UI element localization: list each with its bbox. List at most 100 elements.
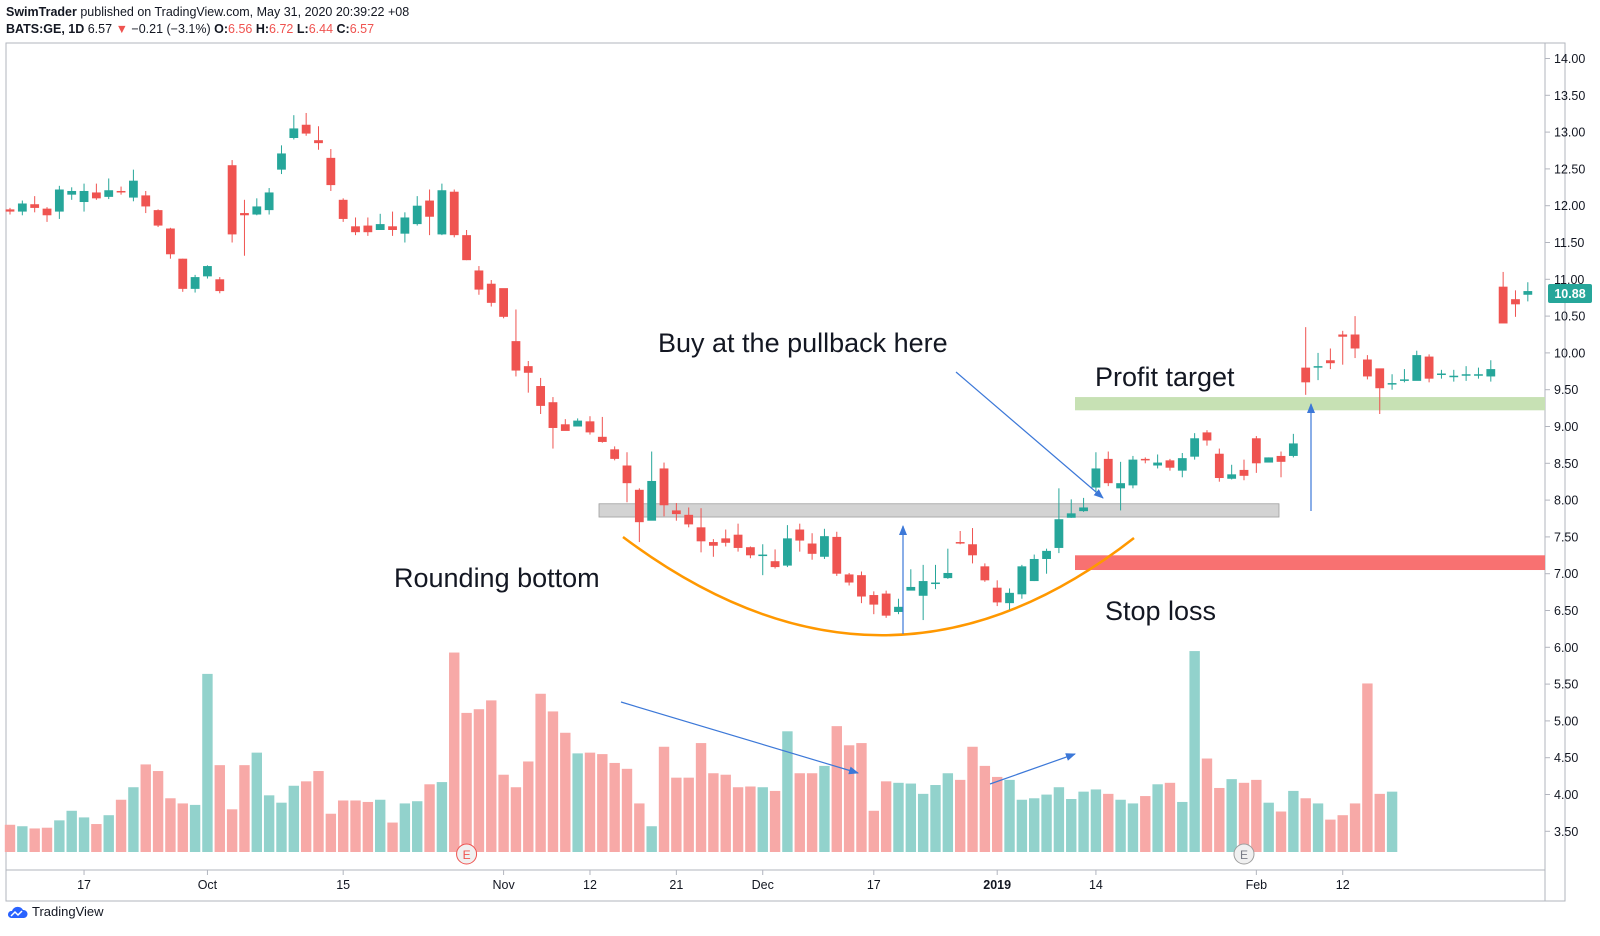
candle-body — [733, 534, 743, 548]
candle-body — [252, 206, 262, 215]
candle-body — [857, 575, 866, 597]
candle-body — [881, 593, 891, 616]
volume-bar — [473, 709, 485, 852]
candle-body — [511, 341, 521, 371]
volume-bar — [165, 798, 176, 852]
volume-bar — [337, 800, 349, 852]
volume-bar — [1115, 799, 1126, 852]
candle-body — [54, 189, 64, 212]
volume-bar — [239, 765, 250, 852]
volume-bar — [1337, 815, 1348, 852]
price-axis[interactable]: 14.00 13.50 13.00 12.50 12.00 11.50 11.00 10.50… — [1545, 52, 1585, 839]
candle-body — [1486, 369, 1496, 377]
volume-bar — [868, 810, 879, 852]
tradingview-cloud-icon — [7, 906, 28, 918]
candle-body — [1313, 366, 1323, 368]
volume-bar — [1189, 651, 1200, 852]
candle-body — [820, 536, 829, 557]
volume-bar — [831, 726, 842, 852]
price-tick-label: 13.50 — [1554, 89, 1585, 103]
volume-bar — [782, 731, 793, 852]
volume-bar — [461, 712, 472, 852]
candle-body — [338, 199, 348, 219]
candle-body — [795, 529, 805, 541]
candle-body — [585, 421, 595, 433]
volume-bar — [1349, 803, 1361, 852]
candle-body — [17, 203, 27, 212]
candle-body — [425, 200, 434, 217]
earnings-marker-circle — [1233, 843, 1255, 865]
support-zone — [598, 503, 1280, 518]
publisher-name[interactable]: SwimTrader — [6, 5, 77, 19]
candle-body — [980, 566, 990, 581]
volume-bar — [1053, 787, 1065, 852]
volume-bar — [498, 774, 509, 852]
volume-bar — [843, 745, 855, 852]
time-tick-label: Feb — [1246, 878, 1268, 892]
candle-body — [1400, 379, 1409, 381]
price-tick-label: 11.00 — [1554, 273, 1584, 287]
high-label: H: — [255, 22, 270, 36]
candle-body — [1412, 355, 1422, 381]
footer-brand[interactable]: TradingView — [6, 904, 104, 919]
candle-body — [42, 208, 52, 216]
change-arrow: ▼ — [115, 22, 128, 36]
candle-body — [30, 204, 40, 208]
high-value: 6.72 — [269, 22, 294, 36]
volume-bar — [276, 802, 287, 852]
candle-body — [758, 554, 768, 557]
volume-bar — [905, 783, 917, 852]
price-tick-label: 10.50 — [1554, 310, 1585, 324]
volume-bar — [708, 773, 719, 852]
volume-bar — [1152, 784, 1163, 852]
candle-body — [1251, 438, 1261, 464]
volume-bar — [979, 765, 991, 852]
candle-body — [696, 527, 706, 542]
price-tick-label: 9.00 — [1554, 420, 1578, 434]
candle-body — [844, 574, 854, 583]
volume-bar — [1029, 798, 1040, 852]
change-value: −0.21 (−3.1%) — [131, 22, 211, 36]
candle-body — [1017, 566, 1027, 595]
candle-body — [1103, 458, 1113, 484]
volume-bar — [683, 777, 694, 852]
last-price-tag-text: 10.88 — [1554, 287, 1585, 301]
volume-decline-arrow — [620, 701, 859, 775]
candle-body — [1325, 360, 1335, 364]
volume-bar — [597, 754, 608, 852]
volume-bar — [942, 773, 954, 852]
candle-body — [1350, 334, 1360, 349]
candle-body — [597, 436, 607, 442]
time-axis[interactable]: 17 Oct 15 Nov 12 21 Dec 17 2019 14 Feb 12 — [77, 870, 1350, 892]
volume-bar — [78, 817, 90, 852]
candle-body — [1424, 356, 1434, 379]
candle-body — [1437, 373, 1446, 376]
annotation-profit-target: Profit target — [1095, 362, 1235, 392]
volume-bar — [103, 815, 114, 852]
volume-bar — [584, 752, 596, 852]
volume-bar — [1004, 779, 1015, 852]
volume-bar — [535, 693, 546, 852]
volume-bar — [1041, 794, 1052, 852]
volume-bar — [572, 753, 583, 852]
close-value: 6.57 — [349, 22, 375, 36]
candle-body — [449, 191, 459, 236]
volume-bar — [1140, 796, 1151, 852]
volume-bar — [1016, 799, 1028, 852]
ohlc-line: BATS:GE, 1D 6.57 ▼ −0.21 (−3.1%) O:6.56 … — [6, 21, 409, 38]
volume-bar — [1066, 799, 1077, 852]
volume-layer — [4, 651, 1398, 852]
symbol-label[interactable]: BATS:GE, 1D — [6, 22, 85, 36]
volume-bar — [510, 787, 522, 852]
last-price: 6.57 — [87, 22, 113, 36]
volume-bar — [671, 777, 682, 852]
candle-body — [91, 192, 101, 199]
candle-body — [918, 581, 928, 596]
low-label: L: — [296, 22, 309, 36]
price-tick-label: 10.00 — [1554, 346, 1585, 360]
volume-bar — [1177, 801, 1188, 852]
volume-bar — [930, 785, 941, 852]
candle-body — [610, 449, 620, 459]
